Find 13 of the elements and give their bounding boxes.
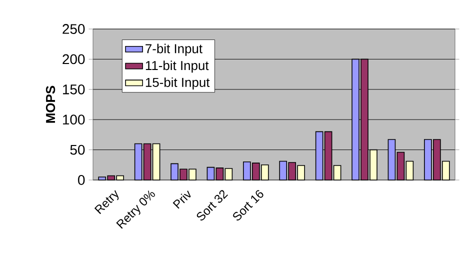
y-tick-label: 100 xyxy=(63,114,85,125)
y-tick-label: 250 xyxy=(62,24,85,34)
x-tick-label: Priv xyxy=(172,190,191,209)
y-tick-label: 150 xyxy=(63,84,85,94)
legend-label: 11-bit Input xyxy=(146,60,209,73)
x-tick-label: Sort 16 xyxy=(233,190,264,221)
legend-label: 15-bit Input xyxy=(146,77,210,90)
x-tick-label: Sort 32 xyxy=(196,190,228,221)
y-axis-title: MOPS xyxy=(46,86,56,123)
legend-label: 7-bit Input xyxy=(146,44,202,56)
y-tick-label: 50 xyxy=(70,144,85,155)
y-tick-label: 0 xyxy=(78,175,85,185)
y-tick-label: 200 xyxy=(62,54,85,64)
